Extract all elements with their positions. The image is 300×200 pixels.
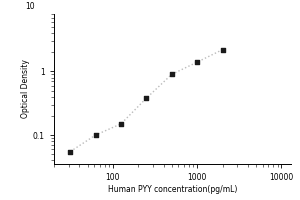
Point [169, 73, 174, 76]
Point [93, 133, 98, 137]
Point [144, 97, 149, 100]
Point [68, 150, 73, 153]
X-axis label: Human PYY concentration(pg/mL): Human PYY concentration(pg/mL) [108, 185, 237, 194]
Point [195, 61, 200, 64]
Text: 10: 10 [26, 2, 35, 11]
Point [220, 48, 225, 51]
Y-axis label: Optical Density: Optical Density [21, 60, 30, 118]
Point [119, 122, 124, 125]
